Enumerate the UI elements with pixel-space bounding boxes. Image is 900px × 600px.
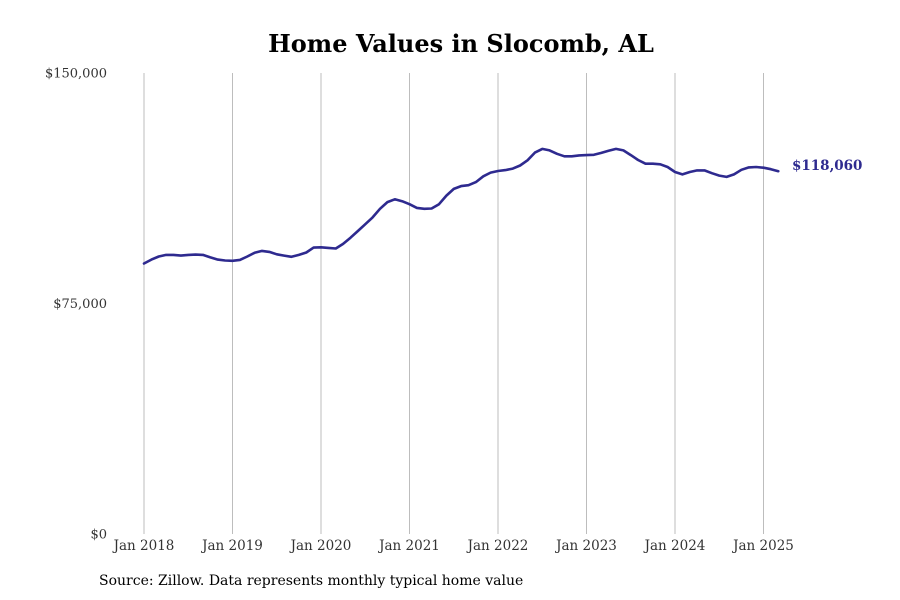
- x-tick-label: Jan 2019: [200, 538, 263, 554]
- x-tick-label: Jan 2021: [377, 538, 440, 554]
- series-layer: [142, 147, 780, 265]
- x-tick-label: Jan 2024: [643, 538, 706, 554]
- y-axis-ticks: $0 $75,000 $150,000: [45, 67, 107, 543]
- x-axis-ticks: Jan 2018 Jan 2019 Jan 2020 Jan 2021 Jan 2022…: [112, 538, 794, 554]
- x-tick-label: Jan 2022: [466, 538, 529, 554]
- y-tick-label: $150,000: [45, 67, 107, 82]
- x-tick-label: Jan 2025: [731, 538, 794, 554]
- grid-lines: [143, 73, 764, 534]
- x-tick-label: Jan 2018: [112, 538, 175, 554]
- x-tick-label: Jan 2020: [289, 538, 352, 554]
- y-tick-label: $75,000: [53, 297, 107, 312]
- source-note: Source: Zillow. Data represents monthly …: [99, 573, 524, 589]
- y-tick-label: $0: [90, 528, 107, 543]
- x-tick-label: Jan 2023: [554, 538, 617, 554]
- chart-title: Home Values in Slocomb, AL: [268, 29, 654, 58]
- series-line: [142, 147, 780, 265]
- last-value-label: $118,060: [792, 158, 862, 174]
